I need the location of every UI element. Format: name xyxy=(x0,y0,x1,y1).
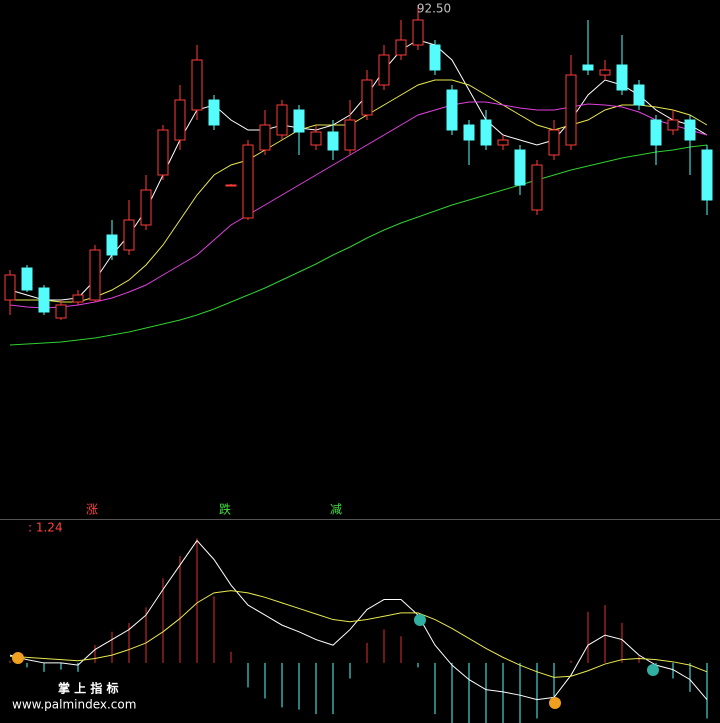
candle-body xyxy=(463,124,475,141)
candle-body xyxy=(72,294,84,303)
moving-average xyxy=(10,79,708,303)
candle-body xyxy=(225,184,237,187)
candle-body xyxy=(412,19,424,46)
watermark-title: 掌 上 指 标 xyxy=(58,681,119,696)
candle-body xyxy=(140,189,152,226)
moving-average xyxy=(9,39,708,301)
candle-body xyxy=(361,79,373,116)
watermark-url: www.palmindex.com xyxy=(12,698,136,712)
candle-body xyxy=(599,69,611,76)
candle-body xyxy=(327,131,339,151)
candle-body xyxy=(395,39,407,56)
indicator-line xyxy=(9,590,708,678)
indicator-line xyxy=(9,539,708,701)
candle-body xyxy=(123,219,135,251)
sell-icon xyxy=(647,664,659,676)
candle-body xyxy=(242,144,254,219)
candle-body xyxy=(55,304,67,319)
candle-body xyxy=(429,44,441,71)
candle-body xyxy=(633,84,645,106)
buy-icon xyxy=(549,697,561,709)
signal-label: 跌 xyxy=(219,502,231,517)
candle-body xyxy=(565,74,577,146)
signal-label: 涨 xyxy=(86,502,98,517)
candle-body xyxy=(174,99,186,141)
candle-body xyxy=(38,287,50,313)
candle-body xyxy=(616,64,628,91)
candle-body xyxy=(684,119,696,141)
candle-body xyxy=(157,129,169,176)
candle-body xyxy=(548,129,560,156)
candle-body xyxy=(446,89,458,131)
moving-average xyxy=(9,144,708,346)
candle-body xyxy=(191,59,203,111)
candle-body xyxy=(650,119,662,146)
candle-body xyxy=(89,249,101,301)
candle-body xyxy=(701,149,713,201)
buy-icon xyxy=(12,652,24,664)
candle-body xyxy=(667,119,679,131)
candle-body xyxy=(310,131,322,146)
sell-icon xyxy=(414,614,426,626)
candle-body xyxy=(21,267,33,291)
moving-average xyxy=(9,101,708,309)
candle-body xyxy=(4,274,16,301)
candle-body xyxy=(531,164,543,211)
candle-body xyxy=(344,119,356,151)
y-tick-label: : 1.24 xyxy=(28,521,63,535)
candle-body xyxy=(582,64,594,71)
candle-body xyxy=(514,149,526,186)
candle-body xyxy=(106,234,118,256)
high-annotation: 92.50 xyxy=(417,2,451,16)
candle-body xyxy=(293,109,305,133)
candle-body xyxy=(208,99,220,126)
candle-body xyxy=(276,104,288,136)
candle-body xyxy=(480,119,492,146)
candle-body xyxy=(378,54,390,86)
signal-label: 减 xyxy=(330,503,342,517)
candle-body xyxy=(259,124,271,151)
candle-body xyxy=(497,139,509,146)
signal-icons xyxy=(12,614,659,709)
